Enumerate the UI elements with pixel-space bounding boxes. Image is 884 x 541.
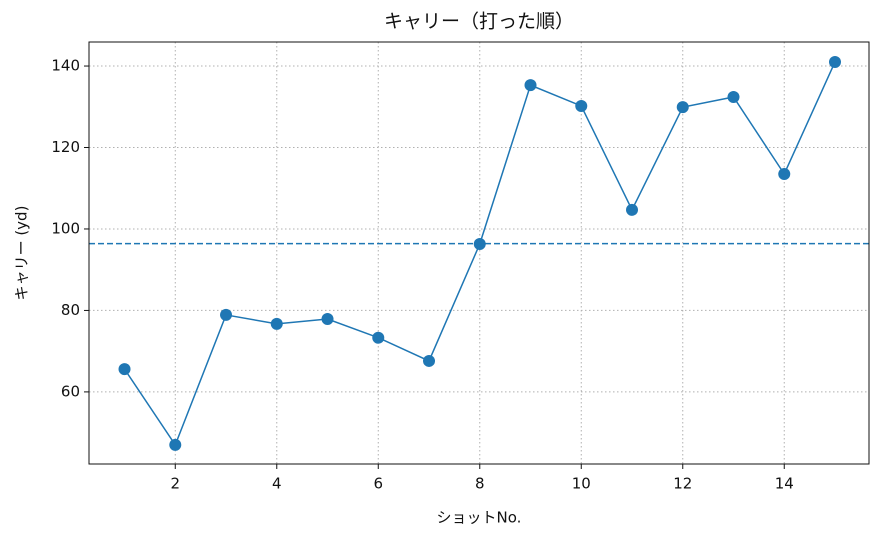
y-tick-label: 100 bbox=[51, 219, 80, 237]
data-point bbox=[676, 101, 689, 114]
data-point bbox=[118, 363, 131, 376]
data-point bbox=[575, 99, 588, 112]
data-point bbox=[270, 317, 283, 330]
data-point bbox=[321, 312, 334, 325]
data-point bbox=[828, 55, 841, 68]
y-tick-label: 140 bbox=[51, 57, 80, 75]
data-point bbox=[220, 308, 233, 321]
data-point bbox=[727, 90, 740, 103]
x-tick-label: 14 bbox=[775, 475, 794, 493]
data-point bbox=[473, 238, 486, 251]
chart-title: キャリー（打った順） bbox=[384, 11, 574, 33]
y-tick-label: 120 bbox=[51, 138, 80, 156]
y-tick-label: 80 bbox=[61, 301, 80, 319]
x-axis-label: ショットNo. bbox=[437, 509, 522, 527]
x-tick-label: 8 bbox=[475, 475, 485, 493]
plot-frame bbox=[88, 41, 870, 465]
x-tick-label: 2 bbox=[170, 475, 180, 493]
data-point bbox=[778, 167, 791, 180]
y-tick-label: 60 bbox=[61, 382, 80, 400]
x-tick-label: 4 bbox=[272, 475, 282, 493]
y-axis-label: キャリー (yd) bbox=[13, 206, 31, 301]
x-tick-label: 12 bbox=[673, 475, 692, 493]
x-tick-label: 6 bbox=[373, 475, 383, 493]
data-point bbox=[626, 203, 639, 216]
data-point bbox=[372, 331, 385, 344]
data-point bbox=[423, 354, 436, 367]
x-tick-label: 10 bbox=[572, 475, 591, 493]
data-point bbox=[524, 79, 537, 92]
data-point bbox=[169, 438, 182, 451]
